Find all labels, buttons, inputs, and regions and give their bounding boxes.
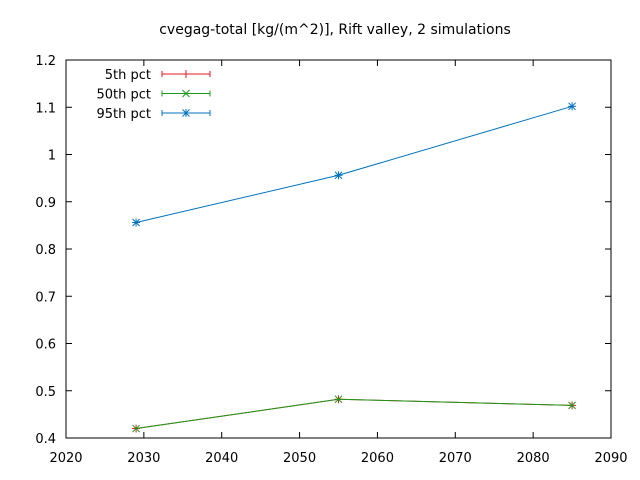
x-tick-label: 2060 bbox=[361, 451, 394, 466]
y-tick-label: 1 bbox=[48, 149, 56, 164]
y-tick-label: 0.7 bbox=[35, 290, 56, 305]
series-layer bbox=[132, 102, 577, 433]
y-tick-label: 1.2 bbox=[35, 54, 56, 69]
y-tick-label: 1.1 bbox=[35, 101, 56, 116]
series-line-2 bbox=[135, 398, 573, 430]
legend-marker bbox=[182, 89, 190, 98]
y-tick-label: 0.8 bbox=[35, 243, 56, 258]
x-tick-label: 2040 bbox=[205, 451, 238, 466]
data-point-s2-3 bbox=[568, 401, 576, 410]
axes: 0.4 0.5 0.6 0.7 0.8 0.9 1 1.1 1.2 2020 2030 2040 205… bbox=[35, 54, 627, 466]
y-tick-label: 0.5 bbox=[35, 385, 56, 400]
data-point-s2-2 bbox=[334, 395, 343, 404]
y-tick-label: 0.4 bbox=[35, 432, 56, 447]
x-tick-label: 2050 bbox=[283, 451, 316, 466]
x-tick-label: 2080 bbox=[517, 451, 550, 466]
legend-label: 5th pct bbox=[105, 68, 151, 83]
x-tick-label: 2020 bbox=[49, 451, 82, 466]
legend: 5th pct 50th pct 95th pct bbox=[96, 68, 211, 122]
y-tick-label: 0.9 bbox=[35, 196, 56, 211]
data-point-s3-2 bbox=[334, 171, 343, 180]
data-point-s3-3 bbox=[568, 102, 577, 111]
chart-title: cvegag-total [kg/(m^2)], Rift valley, 2 … bbox=[159, 22, 511, 38]
series-line-3 bbox=[135, 105, 573, 224]
x-tick-label: 2070 bbox=[439, 451, 472, 466]
legend-label: 50th pct bbox=[96, 88, 151, 103]
data-point-s2-1 bbox=[132, 424, 140, 433]
legend-marker bbox=[182, 109, 190, 117]
legend-marker bbox=[182, 70, 190, 78]
legend-label: 95th pct bbox=[96, 107, 151, 122]
data-point-s3-1 bbox=[132, 218, 141, 227]
x-tick-label: 2090 bbox=[594, 451, 627, 466]
y-tick-label: 0.6 bbox=[35, 338, 56, 353]
x-tick-label: 2030 bbox=[127, 451, 160, 466]
